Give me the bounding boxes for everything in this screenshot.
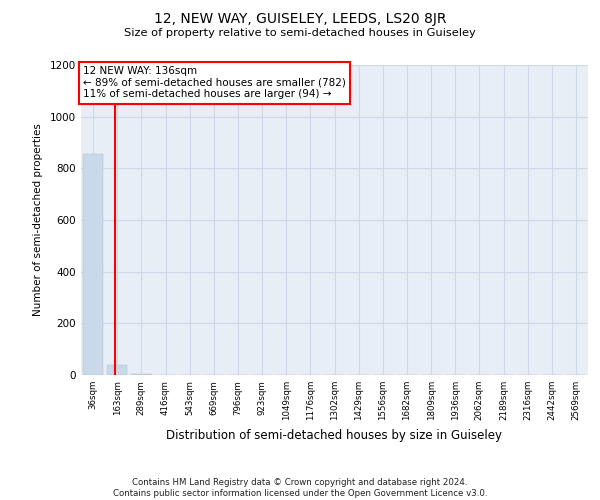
Text: 12, NEW WAY, GUISELEY, LEEDS, LS20 8JR: 12, NEW WAY, GUISELEY, LEEDS, LS20 8JR (154, 12, 446, 26)
X-axis label: Distribution of semi-detached houses by size in Guiseley: Distribution of semi-detached houses by … (167, 428, 503, 442)
Text: 12 NEW WAY: 136sqm
← 89% of semi-detached houses are smaller (782)
11% of semi-d: 12 NEW WAY: 136sqm ← 89% of semi-detache… (83, 66, 346, 100)
Bar (83, 154, 103, 375)
Bar (131, 374, 152, 375)
Text: Size of property relative to semi-detached houses in Guiseley: Size of property relative to semi-detach… (124, 28, 476, 38)
Text: Contains HM Land Registry data © Crown copyright and database right 2024.
Contai: Contains HM Land Registry data © Crown c… (113, 478, 487, 498)
Bar (107, 364, 127, 375)
Y-axis label: Number of semi-detached properties: Number of semi-detached properties (33, 124, 43, 316)
